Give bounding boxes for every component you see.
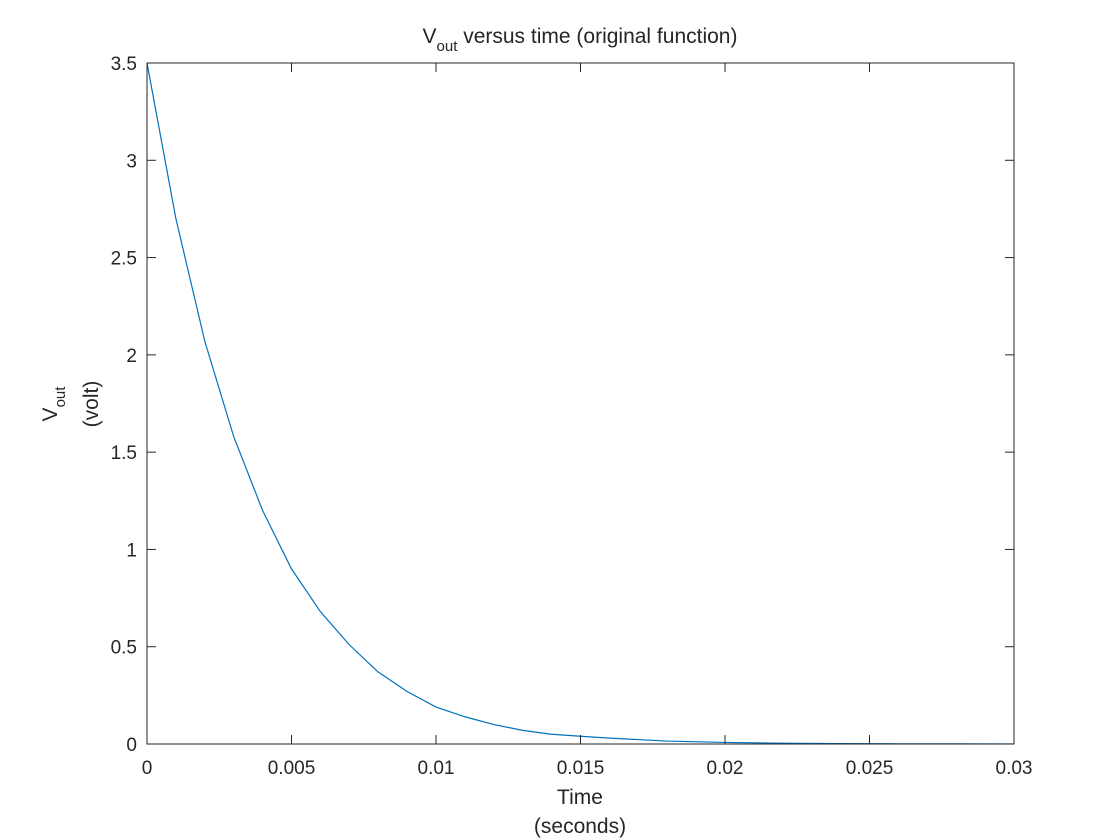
x-tick-label: 0.01 <box>418 758 455 779</box>
y-tick-label: 1.5 <box>111 443 137 464</box>
y-axis-subtitle-group: (volt) <box>80 381 103 428</box>
x-axis-subtitle: (seconds) <box>534 815 626 838</box>
x-tick-label: 0.005 <box>268 758 316 779</box>
y-tick-label: 1 <box>126 540 137 561</box>
chart-title-subscript: out <box>437 38 459 55</box>
y-axis-title-subscript: out <box>52 386 69 408</box>
x-tick-label: 0 <box>142 758 153 779</box>
x-tick-label: 0.02 <box>707 758 744 779</box>
plot-background <box>147 63 1014 744</box>
y-axis-ticks: 0 0.5 1 1.5 2 2.5 3 3.5 <box>111 54 1014 756</box>
y-tick-label: 0 <box>126 735 137 756</box>
y-tick-label: 0.5 <box>111 638 137 659</box>
x-axis-ticks: 0 0.005 0.01 0.015 0.02 0.025 0.03 <box>142 63 1033 779</box>
series-line-0 <box>146 62 1015 745</box>
x-tick-label: 0.025 <box>846 758 894 779</box>
series-layer <box>146 62 1015 745</box>
chart-title-main: V <box>423 25 437 48</box>
y-tick-label: 3.5 <box>111 54 137 75</box>
y-tick-label: 3 <box>126 151 137 172</box>
chart-title: Vout versus time (original function) <box>423 25 738 55</box>
y-axis-title-group: Vout <box>39 386 69 422</box>
x-tick-label: 0.03 <box>996 758 1033 779</box>
x-tick-label: 0.015 <box>557 758 605 779</box>
y-axis-title-main: V <box>39 407 62 421</box>
x-axis-title: Time <box>557 786 603 809</box>
y-axis-title: Vout <box>39 386 69 422</box>
chart-title-rest: versus time (original function) <box>457 25 737 48</box>
y-axis-subtitle: (volt) <box>80 381 103 428</box>
y-tick-label: 2.5 <box>111 249 137 270</box>
y-tick-label: 2 <box>126 346 137 367</box>
